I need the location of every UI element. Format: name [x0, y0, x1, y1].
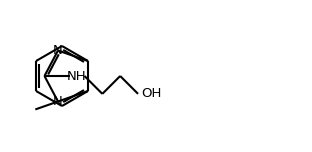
- Text: NH: NH: [67, 69, 86, 83]
- Text: N: N: [53, 95, 63, 108]
- Text: N: N: [53, 44, 63, 57]
- Text: OH: OH: [141, 87, 161, 100]
